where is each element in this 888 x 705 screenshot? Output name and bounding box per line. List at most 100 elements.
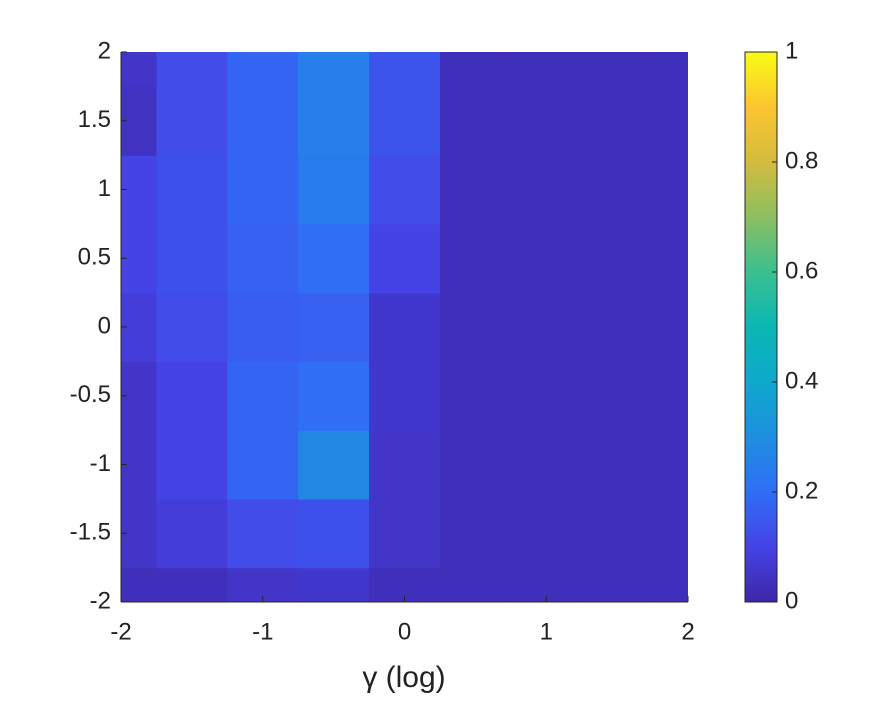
heatmap-cell bbox=[121, 430, 158, 500]
heatmap-cell bbox=[581, 498, 654, 569]
heatmap-cell bbox=[439, 52, 512, 87]
x-axis-label: γ (log) bbox=[362, 661, 445, 694]
heatmap-cell bbox=[652, 430, 688, 500]
heatmap-cell bbox=[581, 292, 654, 362]
heatmap-cell bbox=[439, 567, 512, 602]
heatmap-cell bbox=[369, 223, 441, 294]
heatmap-cell bbox=[298, 52, 370, 87]
y-tick-label: -2 bbox=[90, 587, 111, 614]
heatmap-cell bbox=[581, 52, 654, 87]
heatmap-cell bbox=[298, 430, 370, 500]
heatmap-cell bbox=[439, 361, 512, 431]
heatmap-cell bbox=[581, 430, 654, 500]
y-tick-label: 2 bbox=[98, 37, 111, 64]
heatmap-cell bbox=[369, 292, 441, 362]
heatmap-cell bbox=[121, 223, 158, 294]
heatmap-cell bbox=[156, 52, 228, 87]
heatmap-cell bbox=[510, 498, 583, 569]
heatmap-cell bbox=[298, 498, 370, 569]
y-tick-label: -1 bbox=[90, 450, 111, 477]
heatmap-cell bbox=[227, 86, 299, 156]
heatmap-cell bbox=[298, 361, 370, 431]
heatmap-cell bbox=[227, 361, 299, 431]
heatmap-cell bbox=[581, 155, 654, 225]
colorbar-tick-label: 1 bbox=[785, 37, 798, 64]
heatmap-cell bbox=[227, 155, 299, 225]
colorbar bbox=[744, 51, 778, 603]
heatmap-cell bbox=[510, 292, 583, 362]
heatmap-cell bbox=[121, 52, 158, 87]
heatmap-cell bbox=[121, 567, 158, 602]
colorbar-tick-label: 0 bbox=[785, 587, 798, 614]
heatmap-cell bbox=[652, 223, 688, 294]
colorbar-tick-label: 0.8 bbox=[785, 147, 818, 174]
heatmap-cell bbox=[581, 567, 654, 602]
heatmap-cell bbox=[298, 567, 370, 602]
heatmap-cell bbox=[227, 223, 299, 294]
heatmap-cell bbox=[156, 223, 228, 294]
heatmap-cell bbox=[156, 498, 228, 569]
heatmap-cell bbox=[581, 361, 654, 431]
heatmap-cell bbox=[298, 155, 370, 225]
heatmap-cell bbox=[510, 86, 583, 156]
heatmap-cell bbox=[439, 430, 512, 500]
heatmap-cell bbox=[652, 292, 688, 362]
heatmap-cell bbox=[298, 292, 370, 362]
heatmap-cell bbox=[581, 86, 654, 156]
heatmap-cell bbox=[369, 52, 441, 87]
heatmap-cell bbox=[227, 498, 299, 569]
heatmap-cell bbox=[439, 86, 512, 156]
heatmap-cell bbox=[156, 292, 228, 362]
heatmap-cell bbox=[439, 155, 512, 225]
heatmap-cell bbox=[121, 361, 158, 431]
x-tick-label: 1 bbox=[540, 618, 553, 645]
heatmap-cell bbox=[510, 223, 583, 294]
heatmap-cell bbox=[156, 430, 228, 500]
heatmap-cell bbox=[156, 567, 228, 602]
heatmap-cell bbox=[510, 155, 583, 225]
heatmap-cell bbox=[439, 498, 512, 569]
heatmap-cell bbox=[121, 86, 158, 156]
heatmap-cell bbox=[156, 155, 228, 225]
heatmap-cell bbox=[439, 292, 512, 362]
heatmap-cell bbox=[227, 292, 299, 362]
heatmap-cell bbox=[652, 86, 688, 156]
y-tick-label: 0.5 bbox=[78, 244, 111, 271]
y-tick-label: 0 bbox=[98, 312, 111, 339]
x-tick-label: 0 bbox=[398, 618, 411, 645]
heatmap-cell bbox=[369, 155, 441, 225]
heatmap-cell bbox=[227, 52, 299, 87]
heatmap-cell bbox=[510, 52, 583, 87]
heatmap-cell bbox=[510, 361, 583, 431]
heatmap-cell bbox=[510, 430, 583, 500]
heatmap-cell bbox=[156, 361, 228, 431]
x-tick-label: 2 bbox=[681, 618, 694, 645]
colorbar-tick-label: 0.6 bbox=[785, 257, 818, 284]
heatmap-cell bbox=[439, 223, 512, 294]
colorbar-tick-label: 0.4 bbox=[785, 367, 818, 394]
heatmap-cell bbox=[369, 498, 441, 569]
heatmap-cell bbox=[652, 155, 688, 225]
heatmap-cell bbox=[369, 361, 441, 431]
heatmap-cell bbox=[652, 361, 688, 431]
heatmap-cells bbox=[121, 52, 688, 602]
heatmap-cell bbox=[369, 86, 441, 156]
heatmap-cell bbox=[298, 223, 370, 294]
heatmap-cell bbox=[581, 223, 654, 294]
colorbar-tick-label: 0.2 bbox=[785, 477, 818, 504]
heatmap-cell bbox=[121, 292, 158, 362]
y-tick-label: 1.5 bbox=[78, 106, 111, 133]
x-tick-label: -2 bbox=[110, 618, 131, 645]
y-tick-label: -1.5 bbox=[70, 519, 111, 546]
heatmap-cell bbox=[652, 498, 688, 569]
heatmap-cell bbox=[121, 498, 158, 569]
y-tick-label: -0.5 bbox=[70, 381, 111, 408]
heatmap-cell bbox=[652, 567, 688, 602]
heatmap-cell bbox=[298, 86, 370, 156]
heatmap-cell bbox=[652, 52, 688, 87]
heatmap-cell bbox=[156, 86, 228, 156]
y-tick-label: 1 bbox=[98, 175, 111, 202]
heatmap-cell bbox=[227, 430, 299, 500]
